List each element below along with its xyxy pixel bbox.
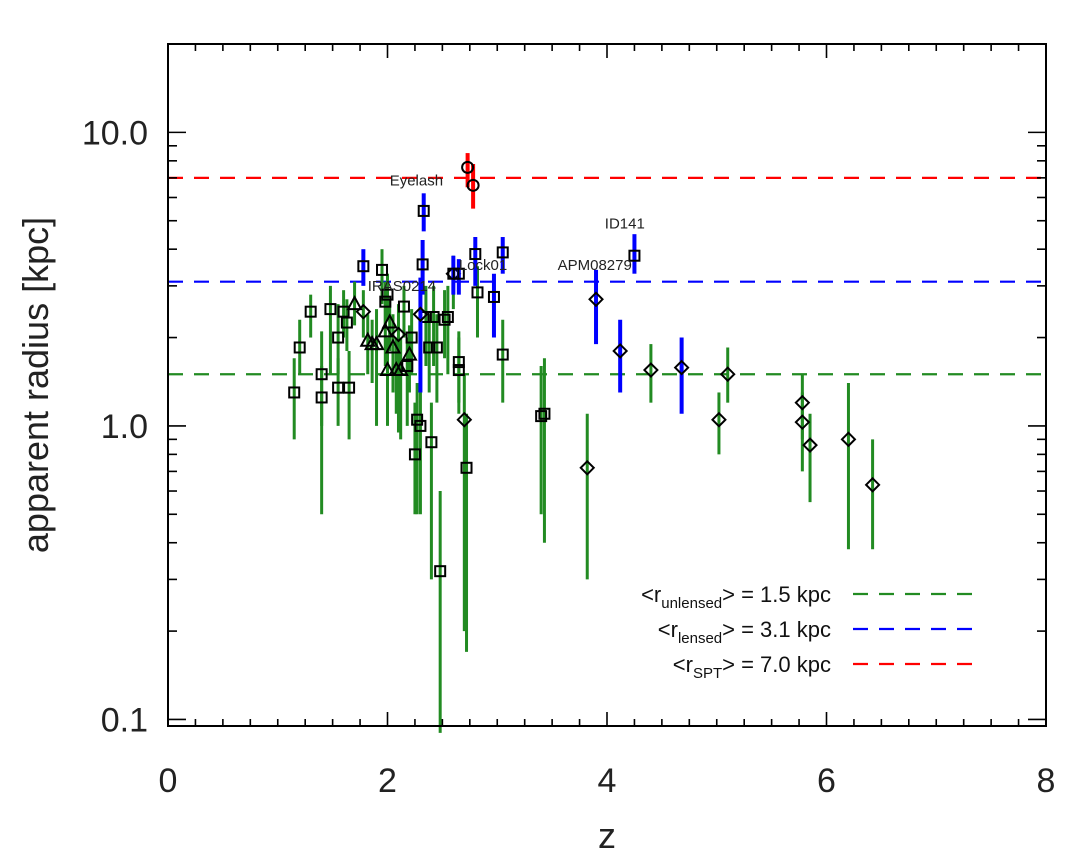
- data-point-diamond: [355, 303, 372, 320]
- data-point-square: [452, 267, 465, 280]
- data-point-square: [628, 249, 641, 262]
- data-point-square: [452, 364, 465, 377]
- y-axis-title: apparent radius [kpc]: [15, 217, 56, 553]
- x-tick-label: 2: [378, 762, 397, 800]
- x-tick-labels: 0 2 4 6 8: [159, 762, 1056, 800]
- data-point-square: [496, 246, 509, 259]
- annotation-label: Lock01: [459, 257, 507, 274]
- data-point-diamond: [642, 362, 659, 378]
- data-point-square: [469, 248, 482, 261]
- data-point-square: [379, 295, 392, 308]
- data-point-triangle: [401, 345, 418, 361]
- data-point-square: [401, 359, 414, 372]
- data-point-diamond: [864, 476, 881, 493]
- data-point-square: [441, 310, 454, 323]
- point-annotations: Eyelash ID141 APM08279 Lock01 IRAS0214: [368, 172, 645, 295]
- data-point-square: [288, 386, 301, 399]
- legend: <runlensed> = 1.5 kpc <rlensed> = 3.1 kpc…: [641, 582, 975, 682]
- data-point-square: [397, 300, 410, 313]
- annotation-label: APM08279: [558, 257, 632, 274]
- data-point-square: [315, 391, 328, 404]
- data-point-square: [408, 448, 421, 461]
- data-point-circle: [466, 178, 480, 192]
- series-lensed: [357, 193, 690, 414]
- x-tick-label: 0: [159, 762, 178, 800]
- data-point-square: [417, 204, 430, 217]
- data-point-diamond: [456, 411, 473, 428]
- data-point-diamond: [579, 459, 596, 476]
- data-point-triangle: [379, 360, 396, 377]
- data-point-square: [324, 303, 337, 316]
- data-point-diamond: [794, 414, 811, 431]
- data-point-square: [332, 331, 345, 344]
- y-tick-labels: 0.1 1.0 10.0: [82, 114, 148, 739]
- data-point-square: [416, 258, 429, 271]
- data-point-square: [471, 286, 484, 299]
- legend-label-unlensed: <runlensed> = 1.5 kpc: [641, 582, 831, 612]
- data-point-square: [414, 419, 427, 432]
- x-tick-label: 4: [598, 762, 617, 800]
- data-point-triangle: [346, 294, 363, 311]
- data-point-square: [343, 381, 356, 394]
- data-point-triangle: [384, 338, 402, 354]
- legend-label-lensed: <rlensed> = 3.1 kpc: [658, 617, 831, 647]
- data-point-square: [411, 413, 424, 426]
- y-tick-label: 0.1: [101, 701, 148, 739]
- data-point-square: [496, 348, 509, 361]
- data-point-square: [381, 288, 394, 301]
- data-point-diamond: [412, 306, 429, 323]
- reference-lines: [168, 176, 1046, 376]
- axis-ticks: [167, 43, 1047, 726]
- x-tick-label: 6: [817, 762, 836, 800]
- data-point-square: [538, 407, 551, 420]
- data-point-diamond: [673, 359, 690, 376]
- data-point-diamond: [612, 343, 629, 359]
- data-point-diamond: [794, 394, 811, 411]
- data-point-square: [438, 313, 451, 326]
- data-point-square: [430, 341, 443, 354]
- series-unlensed: [288, 249, 881, 733]
- data-point-triangle: [368, 334, 385, 351]
- data-point-diamond: [390, 326, 407, 343]
- y-tick-label: 10.0: [82, 114, 148, 152]
- y-tick-label: 1.0: [101, 408, 148, 446]
- data-point-diamond: [719, 366, 736, 383]
- x-axis-title: z: [598, 815, 616, 856]
- data-point-square: [340, 316, 353, 329]
- x-tick-label: 8: [1037, 762, 1056, 800]
- legend-label-spt: <rSPT> = 7.0 kpc: [673, 652, 831, 682]
- annotation-label: IRAS0214: [368, 278, 436, 295]
- data-point-diamond: [588, 291, 604, 308]
- data-point-triangle: [377, 322, 394, 338]
- data-point-square: [304, 305, 317, 318]
- annotation-label: Eyelash: [390, 172, 443, 189]
- series-spt: [461, 153, 480, 209]
- data-point-diamond: [840, 431, 857, 448]
- data-point-square: [452, 356, 465, 369]
- data-point-square: [315, 368, 328, 381]
- data-point-square: [434, 565, 447, 578]
- data-point-square: [405, 331, 418, 344]
- data-point-circle: [461, 160, 475, 174]
- data-point-square: [487, 290, 500, 303]
- plot-frame: [167, 43, 1047, 727]
- data-point-square: [357, 260, 370, 273]
- data-point-square: [460, 461, 473, 474]
- data-point-square: [423, 341, 436, 354]
- data-series: [288, 153, 881, 733]
- annotation-label: ID141: [605, 216, 645, 233]
- data-point-square: [535, 410, 548, 423]
- data-point-diamond: [802, 437, 818, 454]
- data-point-square: [293, 341, 306, 354]
- data-point-triangle: [392, 360, 409, 377]
- data-point-square: [425, 436, 438, 449]
- data-point-diamond: [711, 411, 727, 428]
- data-point-square: [376, 263, 389, 276]
- data-point-triangle: [381, 313, 398, 329]
